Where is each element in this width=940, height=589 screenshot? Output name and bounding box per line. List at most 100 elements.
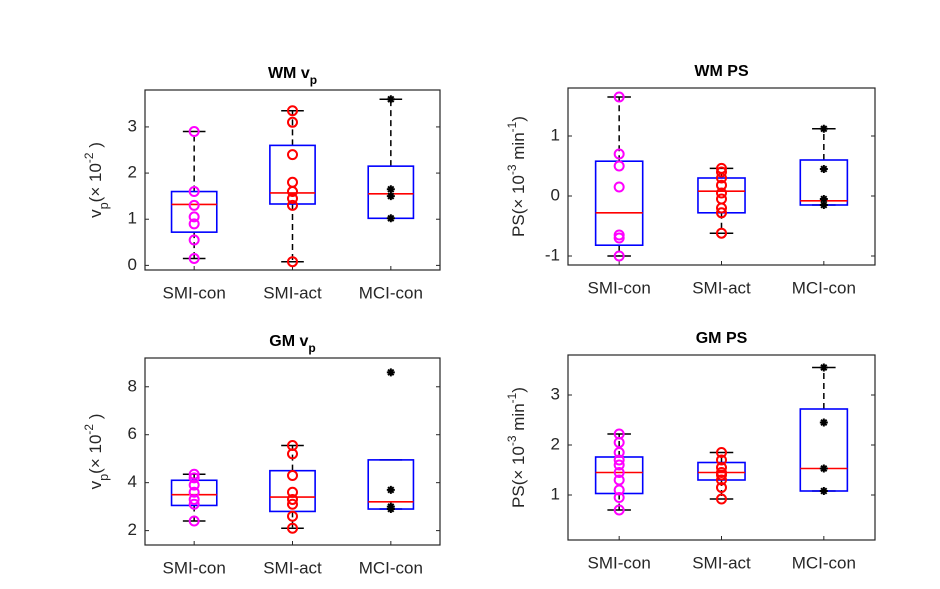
data-point: [386, 95, 395, 104]
text-segment: GM v: [269, 333, 308, 350]
x-tick-label: SMI-act: [263, 283, 322, 302]
data-point: [287, 176, 298, 188]
data-point: [716, 493, 727, 505]
y-tick-label: 0: [551, 185, 560, 204]
data-point: [287, 186, 298, 198]
data-point: [716, 462, 727, 473]
text-segment: v: [86, 209, 105, 218]
data-point: [819, 487, 828, 495]
data-point: [287, 105, 298, 117]
y-tick-label: 8: [128, 376, 137, 395]
x-tick-label: SMI-con: [588, 278, 651, 297]
data-point: [716, 447, 727, 458]
box: [170, 190, 218, 233]
text-segment: PS(× 10: [509, 175, 528, 237]
data-point: [819, 201, 828, 209]
text-segment: ): [509, 116, 528, 122]
data-point: [613, 467, 625, 478]
y-tick-label: 3: [551, 384, 560, 403]
data-point: [613, 148, 625, 160]
y-tick-label: 2: [128, 163, 137, 182]
data-point: [188, 493, 200, 505]
text-segment: GM PS: [696, 330, 748, 347]
data-point: [613, 454, 625, 466]
y-axis-label: vp(× 10-2 ): [82, 414, 111, 490]
text-segment: p: [310, 73, 317, 87]
chart-title: GM PS: [696, 330, 748, 347]
data-point: [716, 482, 727, 493]
data-point: [716, 179, 727, 191]
data-point: [188, 515, 200, 527]
y-tick-label: 6: [128, 424, 137, 443]
x-tick-label: MCI-con: [792, 278, 856, 297]
y-tick-label: 3: [128, 116, 137, 135]
text-segment: -2: [82, 424, 96, 435]
data-point: [819, 124, 828, 133]
data-point: [613, 250, 625, 262]
data-point: [819, 418, 828, 427]
text-segment: WM PS: [694, 63, 749, 80]
y-axis-label: PS(× 10-3 min-1): [505, 116, 528, 237]
data-point: [386, 485, 395, 494]
plot-frame: [144, 89, 441, 271]
data-point: [287, 493, 298, 505]
text-segment: -1: [505, 392, 519, 403]
text-segment: ): [86, 142, 105, 152]
text-segment: -3: [505, 435, 519, 446]
data-point: [613, 232, 625, 244]
y-tick-label: -1: [545, 245, 560, 264]
data-point: [613, 447, 625, 458]
x-tick-label: SMI-con: [588, 553, 651, 572]
data-point: [716, 454, 727, 466]
y-tick-label: 1: [551, 484, 560, 503]
data-point: [188, 211, 200, 223]
data-point: [819, 195, 828, 203]
text-segment: -1: [505, 121, 519, 132]
data-point: [386, 214, 395, 223]
data-point: [716, 193, 727, 205]
data-point: [819, 165, 828, 173]
data-point: [188, 486, 200, 498]
data-point: [188, 472, 200, 484]
data-point: [287, 522, 298, 534]
plot-frame: [567, 354, 876, 541]
data-point: [819, 363, 828, 372]
data-point: [287, 149, 298, 161]
data-point: [287, 448, 298, 460]
x-tick-label: SMI-con: [163, 558, 226, 577]
data-point: [716, 202, 727, 214]
y-axis-label: vp(× 10-2 ): [82, 142, 111, 218]
y-tick-label: 4: [128, 472, 137, 491]
data-point: [287, 116, 298, 128]
data-point: [716, 207, 727, 219]
data-point: [613, 504, 625, 516]
data-point: [716, 172, 727, 184]
data-point: [287, 256, 298, 268]
data-point: [287, 469, 298, 481]
x-tick-label: MCI-con: [792, 553, 856, 572]
data-point: [287, 192, 298, 204]
x-tick-label: MCI-con: [359, 283, 423, 302]
y-tick-label: 0: [128, 255, 137, 274]
plot-frame: [567, 87, 876, 266]
data-point: [386, 192, 395, 201]
text-segment: (× 10: [86, 435, 105, 474]
y-axis-label: PS(× 10-3 min-1): [505, 387, 528, 508]
text-segment: min: [509, 132, 528, 164]
text-segment: min: [509, 403, 528, 435]
data-point: [188, 479, 200, 491]
y-tick-label: 2: [551, 434, 560, 453]
chart-title: WM vp: [268, 65, 317, 87]
box: [170, 479, 218, 507]
data-point: [819, 464, 828, 473]
data-point: [613, 459, 625, 471]
data-point: [188, 126, 200, 138]
data-point: [386, 368, 395, 377]
text-segment: ): [509, 387, 528, 393]
text-segment: v: [86, 480, 105, 489]
x-tick-label: MCI-con: [359, 558, 423, 577]
y-tick-label: 1: [128, 209, 137, 228]
data-point: [287, 498, 298, 510]
